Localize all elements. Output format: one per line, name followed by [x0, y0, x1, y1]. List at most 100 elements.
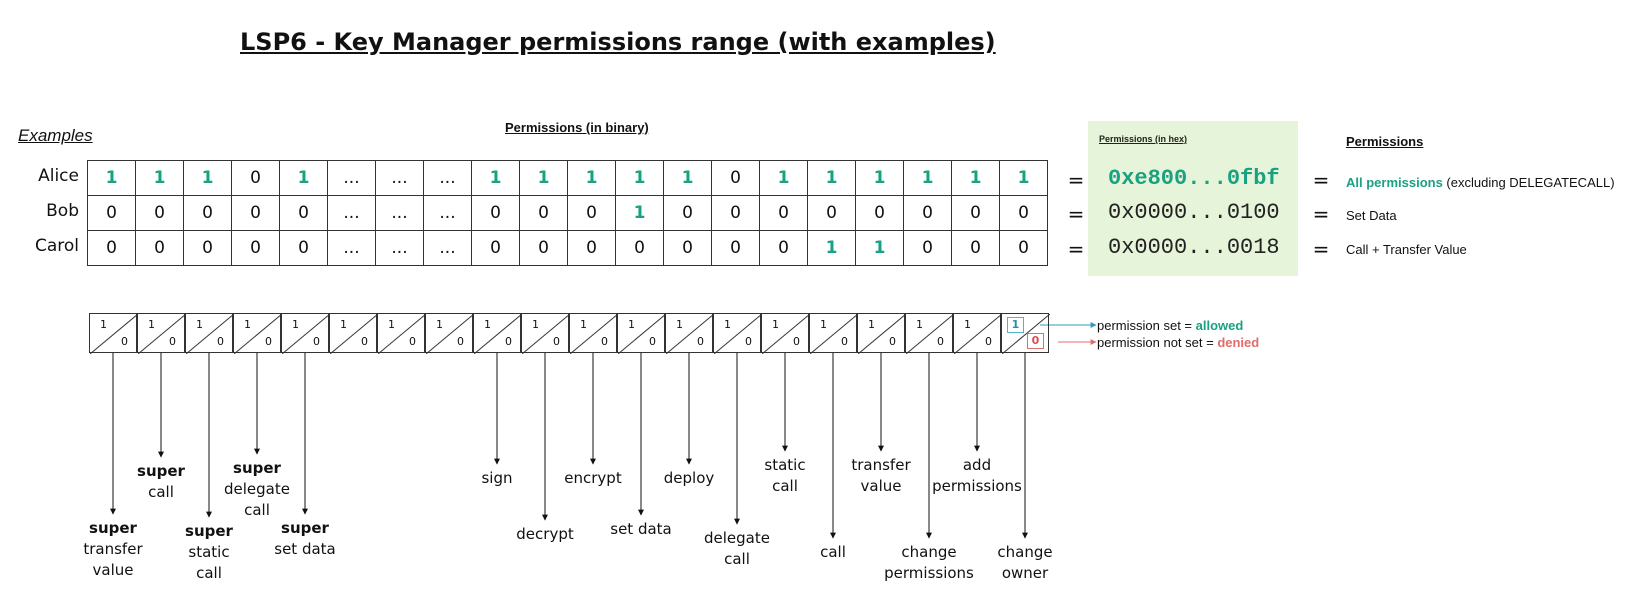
cell-one: 1 — [532, 318, 539, 331]
bit-cell: ... — [327, 230, 376, 266]
bit-label-line: static — [764, 456, 806, 474]
bit-cell: 1 — [279, 160, 328, 196]
bit-cell: 0 — [855, 195, 904, 231]
equals-sign: = — [1312, 202, 1330, 226]
cell-zero: 0 — [745, 335, 752, 348]
page-title: LSP6 - Key Manager permissions range (wi… — [240, 28, 996, 56]
cell-zero: 0 — [841, 335, 848, 348]
bit-label-line: call — [196, 564, 222, 582]
bit-cell: 0 — [471, 230, 520, 266]
cell-diagonal — [90, 314, 138, 354]
bit-cell: 0 — [519, 230, 568, 266]
bit-label-line: delegate — [224, 480, 290, 498]
cell-one: 1 — [964, 318, 971, 331]
bit-cell: 0 — [231, 230, 280, 266]
bit-cell: 1 — [567, 160, 616, 196]
bit-label-line: set data — [274, 540, 336, 558]
bit-label-bold: super — [281, 519, 329, 537]
cell-zero: 0 — [601, 335, 608, 348]
bit-cell: 1 — [999, 160, 1048, 196]
cell-diagonal — [474, 314, 522, 354]
bit-label: transfer value — [851, 455, 910, 497]
bit-label-line: static — [188, 543, 230, 561]
bit-cell: 0 — [87, 230, 136, 266]
cell-one: 1 — [100, 318, 107, 331]
bit-label: super static call — [185, 521, 233, 584]
cell-zero: 0 — [313, 335, 320, 348]
bit-cell: 0 — [471, 195, 520, 231]
cell-one: 1 — [868, 318, 875, 331]
bit-label-line: transfer — [83, 540, 143, 558]
cell-diagonal — [954, 314, 1002, 354]
cell-one: 1 — [340, 318, 347, 331]
bit-cell: 0 — [759, 195, 808, 231]
cell-zero: 0 — [985, 335, 992, 348]
bit-cell: ... — [423, 195, 472, 231]
bit-label: super set data — [274, 518, 335, 560]
cell-zero: 0 — [217, 335, 224, 348]
cell-one: 1 — [1007, 317, 1024, 333]
bit-cell: 0 — [999, 230, 1048, 266]
cell-one: 1 — [916, 318, 923, 331]
bit-label-bold: super — [89, 519, 137, 537]
cell-zero: 0 — [649, 335, 656, 348]
bit-cell: ... — [423, 160, 472, 196]
cell-diagonal — [426, 314, 474, 354]
cell-diagonal — [234, 314, 282, 354]
equals-sign: = — [1067, 237, 1085, 261]
cell-zero: 0 — [697, 335, 704, 348]
cell-diagonal — [330, 314, 378, 354]
bit-label-bold: super — [137, 462, 185, 480]
bit-cell: 0 — [87, 195, 136, 231]
bit-label-line: call — [820, 543, 846, 561]
bit-cell: 1 — [951, 160, 1000, 196]
bit-label-line: add — [962, 456, 992, 474]
cell-diagonal — [186, 314, 234, 354]
bit-label-line: call — [244, 501, 270, 519]
cell-one: 1 — [292, 318, 299, 331]
bit-label: add permissions — [932, 455, 1022, 497]
cell-one: 1 — [628, 318, 635, 331]
bit-cell: 0 — [183, 230, 232, 266]
hex-panel — [1088, 121, 1298, 276]
legend-set: permission set = allowed — [1097, 318, 1244, 333]
bit-label: change owner — [997, 542, 1052, 584]
bit-label: encrypt — [564, 468, 621, 489]
bit-cell: ... — [375, 160, 424, 196]
cell-one: 1 — [196, 318, 203, 331]
cell-zero: 0 — [553, 335, 560, 348]
bit-cell: 0 — [711, 195, 760, 231]
cell-one: 1 — [436, 318, 443, 331]
cell-diagonal — [906, 314, 954, 354]
cell-diagonal — [282, 314, 330, 354]
bit-label-line: value — [860, 477, 902, 495]
cell-zero: 0 — [265, 335, 272, 348]
bit-cell: 0 — [231, 195, 280, 231]
row-name-alice: Alice — [38, 166, 79, 186]
cell-diagonal — [1002, 314, 1050, 354]
permissions-binary-title: Permissions (in binary) — [505, 120, 649, 135]
bit-label: super delegate call — [224, 458, 290, 521]
equals-sign: = — [1067, 168, 1085, 192]
hex-value-alice: 0xe800...0fbf — [1108, 166, 1280, 191]
bit-cell: 1 — [519, 160, 568, 196]
bit-cell: 0 — [519, 195, 568, 231]
cell-one: 1 — [724, 318, 731, 331]
hex-value-bob: 0x0000...0100 — [1108, 200, 1280, 225]
cell-zero: 0 — [409, 335, 416, 348]
hex-value-carol: 0x0000...0018 — [1108, 235, 1280, 260]
bit-label-line: deploy — [663, 469, 715, 487]
cell-one: 1 — [244, 318, 251, 331]
cell-zero: 0 — [505, 335, 512, 348]
